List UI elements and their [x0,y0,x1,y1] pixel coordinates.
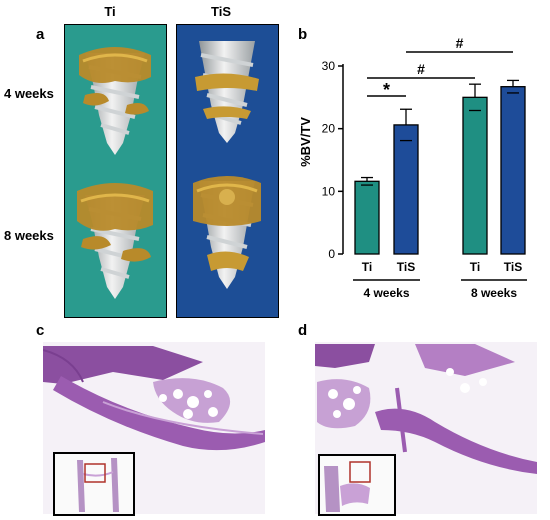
y-tick-label-0: 0 [328,247,335,261]
implant-render-ti [77,47,153,299]
inset-overview-d [318,454,396,516]
micro-ct-panel-ti [64,24,167,318]
x-tick-label-0-1: TiS [397,260,415,274]
significance-symbol-0: * [383,80,390,100]
y-tick-label-20: 20 [322,122,336,136]
panel-label-c: c [36,322,45,339]
x-tick-label-1-1: TiS [504,260,522,274]
x-tick-label-1-0: Ti [470,260,480,274]
column-title-ti: Ti [104,4,116,19]
inset-stain-c [77,458,119,512]
significance-symbol-1: # [417,61,425,77]
group-label-0: 4 weeks [363,286,409,300]
inset-overview-c [53,452,135,516]
row-title-4-weeks: 4 weeks [4,86,54,101]
panel-label-b: b [298,26,308,43]
row-title-8-weeks: 8 weeks [4,228,54,243]
micro-ct-panel-tis [176,24,279,318]
bar-4-weeks-TiS [393,124,419,255]
histology-image-d [315,342,537,516]
bar-chart: %BV/TV 0 10 20 30 Ti TiS 4 weeks Ti TiS 8 weeks *… [298,35,527,300]
significance-symbol-2: # [456,35,464,51]
y-axis-label: %BV/TV [298,117,313,167]
x-tick-label-0-0: Ti [362,260,372,274]
implant-render-tis [193,41,261,289]
y-tick-label-10: 10 [322,184,336,198]
panel-label-d: d [298,322,308,339]
histology-image-c [42,342,265,516]
inset-stain-d [324,461,371,512]
bar-8-weeks-Ti [462,96,488,255]
bar-8-weeks-TiS [500,86,526,255]
group-label-1: 8 weeks [471,286,517,300]
column-title-tis: TiS [211,4,231,19]
bar-4-weeks-Ti [354,180,380,255]
y-tick-label-30: 30 [322,59,336,73]
panel-label-a: a [36,26,45,43]
